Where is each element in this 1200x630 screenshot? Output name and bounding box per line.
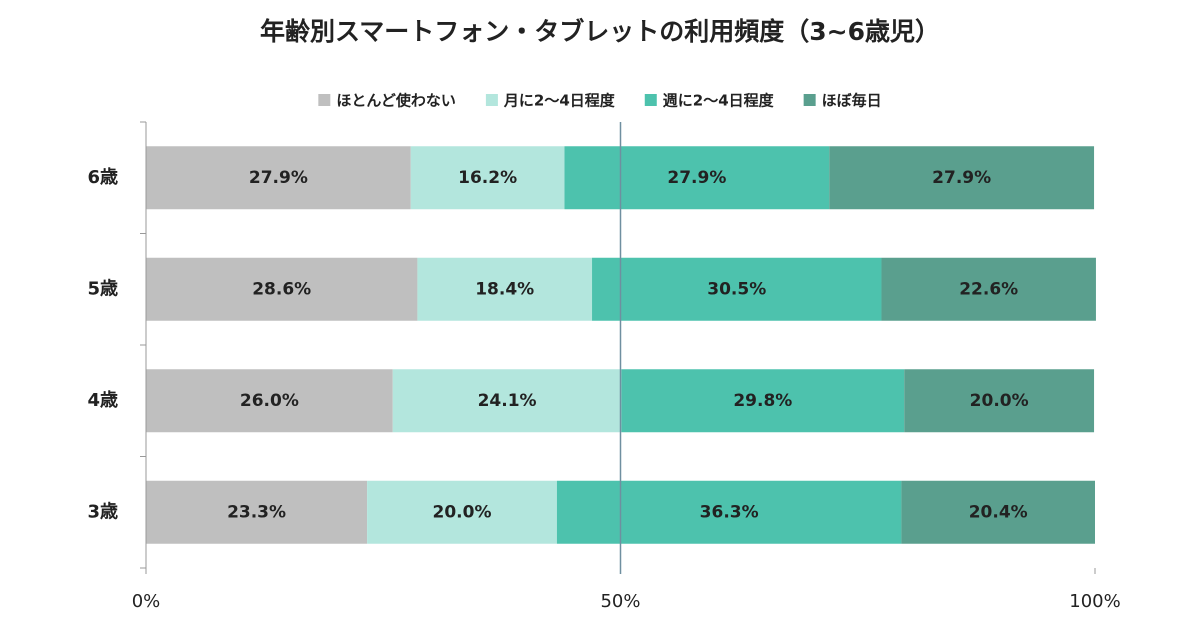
value-label: 27.9% <box>249 168 308 188</box>
legend-label: ほぼ毎日 <box>822 92 882 110</box>
value-label: 27.9% <box>667 168 726 188</box>
legend-swatch <box>644 94 657 106</box>
legend-swatch <box>485 94 498 106</box>
value-label: 30.5% <box>707 279 766 299</box>
legend-label: 月に2～4日程度 <box>503 92 616 110</box>
bar-segment <box>146 146 411 210</box>
value-label: 16.2% <box>458 168 517 188</box>
x-tick-label: 50% <box>600 591 640 612</box>
value-label: 36.3% <box>700 502 759 522</box>
value-label: 22.6% <box>959 279 1018 299</box>
value-label: 28.6% <box>252 279 311 299</box>
x-tick-label: 0% <box>132 591 161 612</box>
bar-segment <box>556 480 902 544</box>
bar-segment <box>592 257 882 321</box>
value-label: 23.3% <box>227 502 286 522</box>
value-label: 20.4% <box>969 502 1028 522</box>
bar-segment <box>829 146 1095 210</box>
y-tick-label: 6歳 <box>87 167 118 188</box>
bar-segment <box>904 369 1095 433</box>
legend-swatch <box>803 94 816 106</box>
value-label: 29.8% <box>733 391 792 411</box>
bar-segment <box>410 146 565 210</box>
bar-segment <box>417 257 593 321</box>
bar-segment <box>146 369 393 433</box>
value-label: 18.4% <box>475 279 534 299</box>
value-label: 20.0% <box>970 391 1029 411</box>
bar-segment <box>146 257 418 321</box>
bar-segment <box>146 480 368 544</box>
legend-label: 週に2～4日程度 <box>663 92 775 110</box>
y-tick-label: 4歳 <box>87 390 118 411</box>
bar-segment <box>367 480 557 544</box>
bar-segment <box>621 369 905 433</box>
value-label: 24.1% <box>478 391 537 411</box>
chart-title: 年齢別スマートフォン・タブレットの利用頻度（3~6歳児） <box>260 17 940 46</box>
value-label: 26.0% <box>240 391 299 411</box>
bar-segment <box>564 146 830 210</box>
bar-segment <box>392 369 622 433</box>
legend-swatch <box>318 94 331 106</box>
bar-segment <box>881 257 1096 321</box>
y-tick-label: 5歳 <box>87 278 118 299</box>
x-tick-label: 100% <box>1069 591 1120 612</box>
bar-segment <box>901 480 1095 544</box>
value-label: 27.9% <box>932 168 991 188</box>
value-label: 20.0% <box>433 502 492 522</box>
y-tick-label: 3歳 <box>87 501 118 522</box>
legend-label: ほとんど使わない <box>336 92 456 110</box>
